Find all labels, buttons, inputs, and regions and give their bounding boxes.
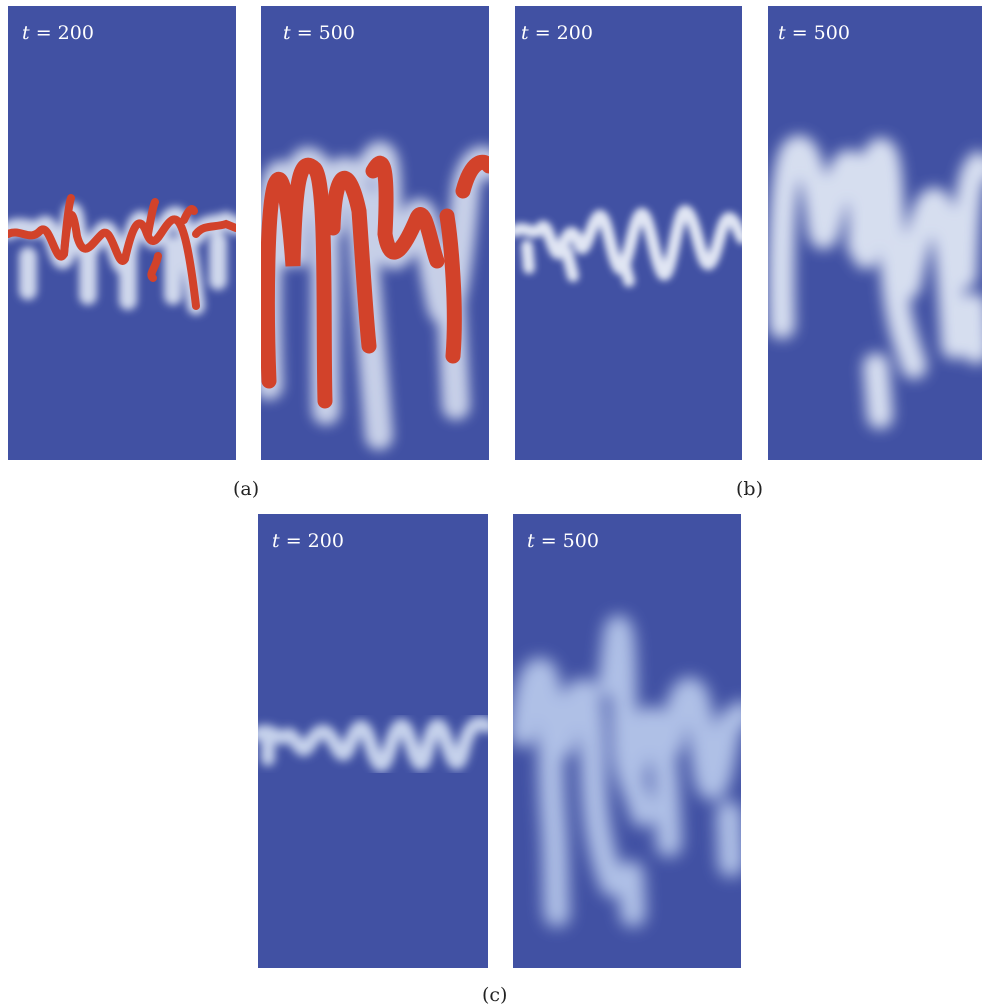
time-label: t = 500 [283, 22, 355, 44]
subfigure-label-c: (c) [482, 984, 508, 1006]
time-value: = 500 [540, 530, 599, 552]
time-variable: t [778, 22, 786, 44]
time-value: = 200 [285, 530, 344, 552]
time-value: = 200 [35, 22, 94, 44]
panel-b-t200: t = 200 [515, 6, 742, 460]
panel-a-t200: t = 200 [8, 6, 236, 460]
time-variable: t [527, 530, 535, 552]
time-label: t = 200 [22, 22, 94, 44]
time-label: t = 500 [527, 530, 599, 552]
subfigure-label-a: (a) [233, 478, 260, 500]
time-label: t = 200 [272, 530, 344, 552]
time-label: t = 200 [521, 22, 593, 44]
time-value: = 500 [791, 22, 850, 44]
time-variable: t [283, 22, 291, 44]
time-value: = 200 [534, 22, 593, 44]
panel-c-t200: t = 200 [258, 514, 488, 968]
time-label: t = 500 [778, 22, 850, 44]
time-variable: t [272, 530, 280, 552]
panel-b-t500: t = 500 [768, 6, 982, 460]
panel-a-t500: t = 500 [261, 6, 489, 460]
time-variable: t [22, 22, 30, 44]
panel-c-t500: t = 500 [513, 514, 741, 968]
time-variable: t [521, 22, 529, 44]
subfigure-label-b: (b) [736, 478, 763, 500]
time-value: = 500 [296, 22, 355, 44]
